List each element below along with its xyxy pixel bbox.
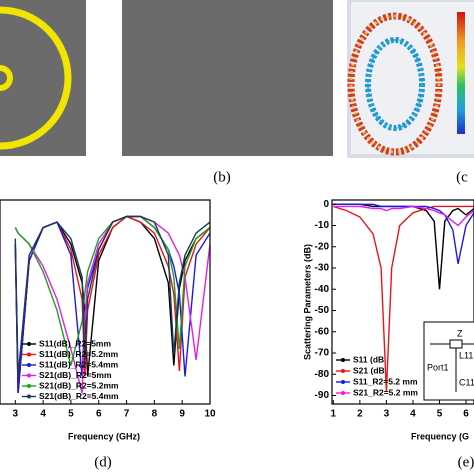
inset-label: C11	[459, 377, 474, 387]
legend-label: S11_R2=5.2 mm	[353, 376, 418, 386]
y-tick-label: -10	[315, 220, 330, 231]
y-tick-label: -20	[315, 241, 330, 252]
panel-label: (e)	[458, 454, 474, 470]
axes-frame	[0, 199, 211, 405]
x-tick-label: 3	[13, 409, 19, 420]
legend-marker	[27, 363, 31, 367]
inset-label: Port1	[427, 362, 449, 372]
panel-c	[347, 0, 474, 158]
series-line	[333, 205, 474, 392]
circuit-inset: Z L11 Port1 C11	[423, 321, 474, 401]
legend-marker	[27, 384, 31, 388]
legend-label: S21_R2=5.2 mm	[353, 387, 418, 397]
y-axis-label: Scattering Parameters (dB)	[302, 244, 312, 360]
legend-marker	[27, 373, 31, 378]
x-axis-label: Frequency (G	[411, 431, 469, 441]
series-line	[333, 203, 474, 290]
legend-label: S21(dB)_R2=5mm	[39, 370, 112, 380]
panel-b	[122, 0, 333, 156]
x-tick-label: 1	[331, 409, 337, 420]
legend-label: S11(dB)_R2=5mm	[39, 338, 111, 348]
x-tick-label: 6	[463, 409, 469, 420]
y-tick-label: 0	[323, 199, 329, 210]
legend-marker	[341, 358, 345, 362]
x-tick-label: 2	[357, 409, 363, 420]
x-tick-label: 9	[179, 409, 185, 420]
legend-label: S11 (dB	[353, 354, 384, 364]
y-tick-label: -60	[315, 326, 330, 337]
series-line	[14, 215, 210, 366]
x-tick-label: 3	[384, 409, 390, 420]
legend-marker	[341, 380, 345, 384]
plot-area	[333, 203, 474, 392]
x-tick-label: 4	[410, 409, 416, 420]
legend-label: S11(dB)_R2=5.2mm	[39, 349, 119, 359]
x-tick-label: 6	[96, 409, 102, 420]
legend-label: S21(dB)_R2=5.2mm	[39, 380, 119, 390]
y-tick-label: -70	[315, 348, 330, 359]
plots: 3 4 5 6 7 8 9 10S11(dB)_R2=5mmS11(dB)_R2=5.2mmS…	[0, 199, 474, 441]
legend-label: S21 (dB	[353, 365, 385, 375]
series-line	[14, 215, 210, 394]
legend-marker	[341, 369, 345, 373]
inset-label: L11	[459, 350, 473, 360]
x-axis-label: Frequency (GHz)	[68, 431, 140, 441]
inset-label: Z	[457, 328, 463, 338]
legend-label: S11(dB)_R2=5.4mm	[39, 359, 119, 369]
panel-a	[0, 0, 86, 156]
y-tick-label: -50	[315, 305, 330, 316]
legend-marker	[27, 342, 31, 346]
y-tick-label: -40	[315, 284, 330, 295]
series-line	[14, 215, 210, 377]
x-tick-label: 7	[124, 409, 130, 420]
y-tick-label: -30	[315, 263, 330, 274]
plot-area	[14, 215, 210, 394]
series-line	[333, 203, 474, 264]
legend-marker	[341, 391, 345, 395]
axes-frame	[331, 199, 474, 405]
legend-marker	[27, 352, 31, 357]
legend-marker	[27, 394, 31, 399]
legend-label: S21(dB)_R2=5.4mm	[39, 391, 119, 401]
x-tick-label: 4	[40, 409, 46, 420]
y-tick-label: -90	[315, 390, 330, 401]
y-tick-label: -80	[315, 369, 330, 380]
x-tick-label: 5	[437, 409, 443, 420]
x-tick-label: 8	[152, 409, 158, 420]
panel-label: (d)	[94, 454, 112, 470]
x-tick-label: 10	[204, 409, 216, 420]
panel-label: (b)	[213, 169, 231, 185]
x-tick-label: 5	[68, 409, 74, 420]
panel-label: (c	[456, 169, 468, 185]
series-line	[333, 205, 474, 227]
